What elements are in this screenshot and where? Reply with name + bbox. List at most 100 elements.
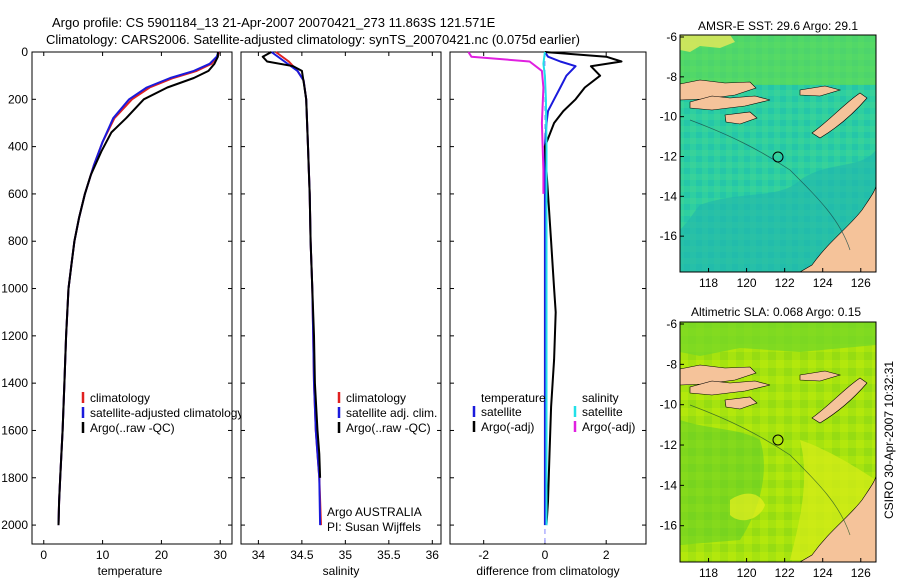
salinity-axis: 34 34.5 35 35.5 36 — [241, 51, 441, 562]
x-tick-label: 35.5 — [377, 548, 401, 562]
map-lon-label: 126 — [851, 276, 871, 290]
map-lon-label: 124 — [813, 276, 833, 290]
map-lat-label: -10 — [660, 110, 678, 124]
sst-island-sumba — [724, 111, 758, 125]
map-lat-label: -14 — [660, 478, 678, 492]
legend-label: Argo(-adj) — [481, 420, 534, 434]
map-lon-label: 120 — [737, 566, 757, 580]
y-tick-label: 600 — [8, 187, 28, 201]
sst-contour — [689, 119, 851, 251]
salinity-plot-frame — [240, 51, 442, 545]
map-lat-label: -12 — [660, 149, 678, 163]
sla-island-alor — [799, 370, 842, 382]
map-lat-label: -6 — [666, 317, 677, 331]
sla-map-axes: 118 120 122 124 126 -6 -8 -10 -12 -14 -16 — [660, 317, 871, 580]
map-lat-label: -8 — [666, 357, 677, 371]
x-tick-label: 10 — [96, 548, 110, 562]
sla-map-title: Altimetric SLA: 0.068 Argo: 0.15 — [691, 305, 861, 319]
difference-plot-frame — [449, 51, 647, 545]
y-tick-label: 1000 — [1, 282, 28, 296]
y-tick-label: 1400 — [1, 376, 28, 390]
map-lat-label: -16 — [660, 229, 678, 243]
map-lon-label: 118 — [699, 566, 718, 580]
map-lon-label: 122 — [775, 276, 795, 290]
sla-island-flores — [679, 364, 757, 386]
legend-label: satellite — [481, 405, 522, 419]
sla-island-timor — [811, 377, 868, 424]
x-tick-label: -2 — [478, 548, 489, 562]
map-lon-label: 124 — [813, 566, 833, 580]
x-tick-label: 30 — [214, 548, 228, 562]
series-line-argo-raw-qc- — [261, 51, 322, 478]
series-line-satellite — [542, 51, 548, 526]
sst-map-frame — [679, 34, 877, 273]
series-line-satellite — [543, 51, 577, 526]
legend-label: climatology — [346, 391, 406, 405]
difference-lines — [467, 51, 623, 544]
map-lat-label: -12 — [660, 438, 678, 452]
sst-island-flores — [679, 79, 757, 101]
sst-south-cooler-band — [680, 150, 876, 272]
x-tick-label: 0 — [542, 548, 549, 562]
argo-program-label: Argo AUSTRALIA — [327, 505, 422, 519]
legend-label: satellite-adjusted climatology — [90, 406, 243, 420]
map-lat-label: -14 — [660, 189, 678, 203]
sla-island-sumba — [724, 396, 758, 410]
figure-title-line2: Climatology: CARS2006. Satellite-adjuste… — [46, 32, 580, 47]
x-tick-label: 35 — [339, 548, 353, 562]
y-tick-label: 2000 — [1, 518, 28, 532]
sla-island-sumbawa — [689, 380, 771, 396]
temperature-axis: 0 10 20 30 — [40, 52, 227, 562]
x-tick-label: 20 — [155, 548, 169, 562]
map-lat-label: -16 — [660, 519, 678, 533]
legend-label: Argo(-adj) — [582, 420, 635, 434]
x-tick-label: 34 — [252, 548, 266, 562]
legend-label: Argo(..raw -QC) — [90, 421, 175, 435]
y-tick-label: 0 — [21, 45, 28, 59]
map-lon-label: 120 — [737, 276, 757, 290]
pi-name-label: PI: Susan Wijffels — [327, 520, 421, 534]
legend-title-salinity: salinity — [582, 391, 619, 405]
sla-yellow-patch — [730, 493, 765, 521]
sla-north-band — [680, 322, 876, 356]
map-lon-label: 122 — [775, 566, 795, 580]
depth-axis: 0 200 400 600 800 1000 1200 1400 1600 1800 2000 — [1, 45, 232, 532]
difference-xlabel: difference from climatology — [476, 564, 619, 578]
difference-legend: temperature salinitysatelliteArgo(-adj)sa… — [472, 391, 635, 434]
map-lon-label: 126 — [851, 566, 871, 580]
csiro-credit: CSIRO 30-Apr-2007 10:32:31 — [882, 361, 896, 519]
legend-label: Argo(..raw -QC) — [346, 421, 431, 435]
x-tick-label: 0 — [40, 548, 47, 562]
temperature-lines — [57, 51, 221, 526]
sst-argo-float-marker — [772, 151, 784, 163]
x-tick-label: 36 — [426, 548, 440, 562]
difference-panel: -2 0 2 difference from climatology tempera… — [449, 51, 647, 578]
sla-argo-float-marker — [772, 434, 784, 446]
salinity-lines — [261, 51, 322, 526]
legend-title-temperature: temperature — [481, 391, 546, 405]
map-lat-label: -10 — [660, 398, 678, 412]
temperature-plot-frame — [31, 51, 233, 545]
y-tick-label: 200 — [8, 92, 28, 106]
temperature-xlabel: temperature — [98, 564, 163, 578]
map-lon-label: 118 — [699, 276, 718, 290]
y-tick-label: 400 — [8, 140, 28, 154]
x-tick-label: 34.5 — [290, 548, 314, 562]
y-tick-label: 800 — [8, 234, 28, 248]
x-tick-label: 2 — [603, 548, 610, 562]
sst-map-axes: 118 120 122 124 126 -6 -8 -10 -12 -14 -16 — [660, 30, 871, 290]
salinity-xlabel: salinity — [323, 564, 360, 578]
legend-label: satellite adj. clim. — [346, 406, 437, 420]
salinity-panel: 34 34.5 35 35.5 36 salinity climatologysatel… — [240, 51, 442, 578]
temperature-panel: 0 200 400 600 800 1000 1200 1400 1600 1800 2000 0 1… — [1, 45, 243, 578]
legend-label: climatology — [90, 391, 150, 405]
sst-island-timor — [811, 92, 868, 139]
map-lat-label: -8 — [666, 70, 677, 84]
sst-map: AMSR-E SST: 29.6 Argo: 29.1 118 120 122 124… — [660, 19, 877, 290]
sst-map-title: AMSR-E SST: 29.6 Argo: 29.1 — [698, 19, 858, 33]
figure-title-line1: Argo profile: CS 5901184_13 21-Apr-2007 … — [52, 15, 496, 30]
y-tick-label: 1200 — [1, 329, 28, 343]
map-lat-label: -6 — [666, 30, 677, 44]
